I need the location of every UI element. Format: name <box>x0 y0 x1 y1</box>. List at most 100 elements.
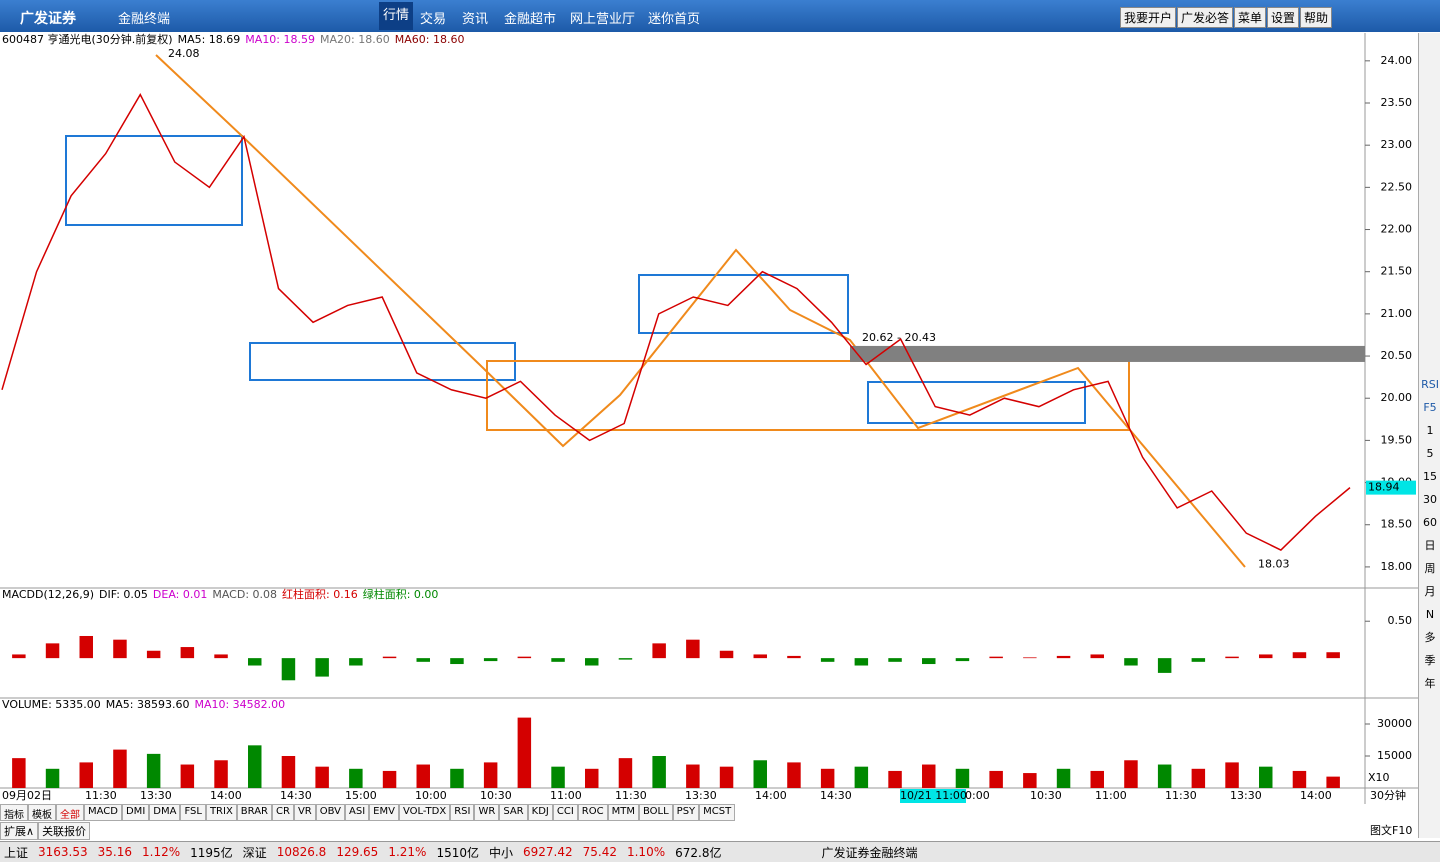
tab[interactable]: EMV <box>369 804 399 821</box>
side-button[interactable]: 60 <box>1423 516 1437 529</box>
low-label: 18.03 <box>1258 557 1290 570</box>
panel-header: 600487 亨通光电(30分钟.前复权) MA5: 18.69 MA10: 18.… <box>2 32 464 46</box>
y-tick-label: 21.50 <box>1381 265 1413 278</box>
last-price-box <box>1366 480 1416 495</box>
tab[interactable]: DMI <box>121 804 150 821</box>
high-label: 24.08 <box>168 47 200 60</box>
side-button[interactable]: F5 <box>1423 401 1437 414</box>
top-button[interactable]: 我要开户 <box>1120 7 1177 28</box>
tab[interactable]: 扩展∧ <box>0 822 39 840</box>
side-button[interactable]: 周 <box>1424 562 1436 575</box>
tab[interactable]: VOL-TDX <box>398 804 451 821</box>
top-button[interactable]: 广发必答 <box>1177 7 1234 28</box>
side-button[interactable]: 月 <box>1424 585 1436 598</box>
tab[interactable]: RSI <box>450 804 475 821</box>
time-label: 10:30 <box>1030 789 1062 802</box>
index-name: 上证 <box>4 845 29 860</box>
index-value: 10826.8 <box>276 845 327 859</box>
bar <box>180 764 195 788</box>
tab[interactable]: 指标 <box>0 804 28 821</box>
tab[interactable]: MCST <box>699 804 736 821</box>
tab[interactable]: CCI <box>552 804 578 821</box>
bar <box>888 770 902 788</box>
nav-item[interactable]: 金融超市 <box>504 12 557 27</box>
top-button[interactable]: 菜单 <box>1234 7 1267 28</box>
bar <box>79 635 93 659</box>
indicator: DEA: 0.01 <box>153 588 207 601</box>
tab[interactable]: MTM <box>607 804 639 821</box>
side-button[interactable]: 30 <box>1423 493 1437 506</box>
bar <box>989 656 1003 659</box>
band <box>850 345 1365 362</box>
bar <box>585 658 599 666</box>
index-change: 129.65 <box>336 845 379 859</box>
indicator: 红柱面积: 0.16 <box>282 587 358 601</box>
tab[interactable]: OBV <box>315 804 345 821</box>
side-button[interactable]: 5 <box>1426 447 1434 460</box>
bar <box>551 766 565 788</box>
indicator: MA20: 18.60 <box>320 33 390 46</box>
indicator: MA5: 38593.60 <box>106 698 190 711</box>
bar <box>652 756 666 788</box>
bar <box>585 768 599 788</box>
bar <box>146 753 161 788</box>
nav-item[interactable]: 迷你首页 <box>648 12 701 27</box>
side-button[interactable]: 日 <box>1424 539 1436 552</box>
time-label: 11:00 <box>1095 789 1127 802</box>
tab[interactable]: 全部 <box>56 804 84 821</box>
nav-item[interactable]: 行情 <box>379 2 414 30</box>
nav-item[interactable]: 资讯 <box>462 12 489 27</box>
bar <box>113 749 127 788</box>
tab[interactable]: DMA <box>149 804 181 821</box>
side-button[interactable]: RSI <box>1421 378 1439 391</box>
tab[interactable]: FSL <box>180 804 206 821</box>
tab[interactable]: ASI <box>345 804 370 821</box>
status-bar: 上证 3163.53 35.16 1.12% 1195亿 深证 10826.8 129.65 1… <box>0 841 1440 862</box>
side-button[interactable]: 年 <box>1424 677 1436 690</box>
tab[interactable]: BRAR <box>236 804 272 821</box>
indicator: MA10: 34582.00 <box>194 698 285 711</box>
top-bar: 广发证券 金融终端 行情 交易 资讯 金融超市 网上营业厅 迷你首页 我要开户 广发必答 菜单设… <box>0 0 1440 32</box>
side-button[interactable]: 多 <box>1424 631 1436 644</box>
time-label: 14:30 <box>280 789 312 802</box>
bar <box>382 770 397 788</box>
tab[interactable]: KDJ <box>527 804 553 821</box>
tab[interactable]: PSY <box>672 804 700 821</box>
bar <box>787 655 801 659</box>
top-button[interactable]: 设置 <box>1267 7 1300 28</box>
tab[interactable]: VR <box>293 804 316 821</box>
indicator: MA10: 18.59 <box>245 33 315 46</box>
tab[interactable]: MACD <box>84 804 122 821</box>
bar <box>45 768 60 788</box>
panel-title: 600487 亨通光电(30分钟.前复权) <box>2 32 173 46</box>
y-tick-label: 18.50 <box>1381 518 1413 531</box>
side-button[interactable]: 1 <box>1426 424 1434 437</box>
tab[interactable]: 模板 <box>28 804 56 821</box>
product: 金融终端 <box>118 12 171 27</box>
side-button[interactable]: 季 <box>1424 654 1436 667</box>
bar <box>1326 652 1340 659</box>
time-label: 11:00 <box>550 789 582 802</box>
y-tick-label: 22.00 <box>1381 223 1413 236</box>
bar <box>955 658 970 662</box>
nav-item[interactable]: 网上营业厅 <box>570 12 636 27</box>
bar <box>753 654 767 659</box>
nav-item[interactable]: 交易 <box>420 12 447 27</box>
f10-button[interactable]: 图文F10 <box>1370 824 1413 837</box>
side-button[interactable]: 15 <box>1423 470 1437 483</box>
tab[interactable]: CR <box>272 804 294 821</box>
top-button[interactable]: 帮助 <box>1300 7 1333 28</box>
tab[interactable]: ROC <box>577 804 608 821</box>
tab[interactable]: BOLL <box>638 804 673 821</box>
tab[interactable]: 关联报价 <box>38 822 91 840</box>
bar <box>922 658 936 665</box>
bar <box>787 762 801 788</box>
side-button[interactable]: N <box>1425 608 1435 621</box>
bar <box>450 768 464 788</box>
tab[interactable]: TRIX <box>205 804 237 821</box>
tab[interactable]: SAR <box>499 804 528 821</box>
tab[interactable]: WR <box>474 804 500 821</box>
bar <box>281 756 296 788</box>
y-tick-label: 24.00 <box>1381 54 1413 67</box>
bar <box>1292 770 1307 788</box>
